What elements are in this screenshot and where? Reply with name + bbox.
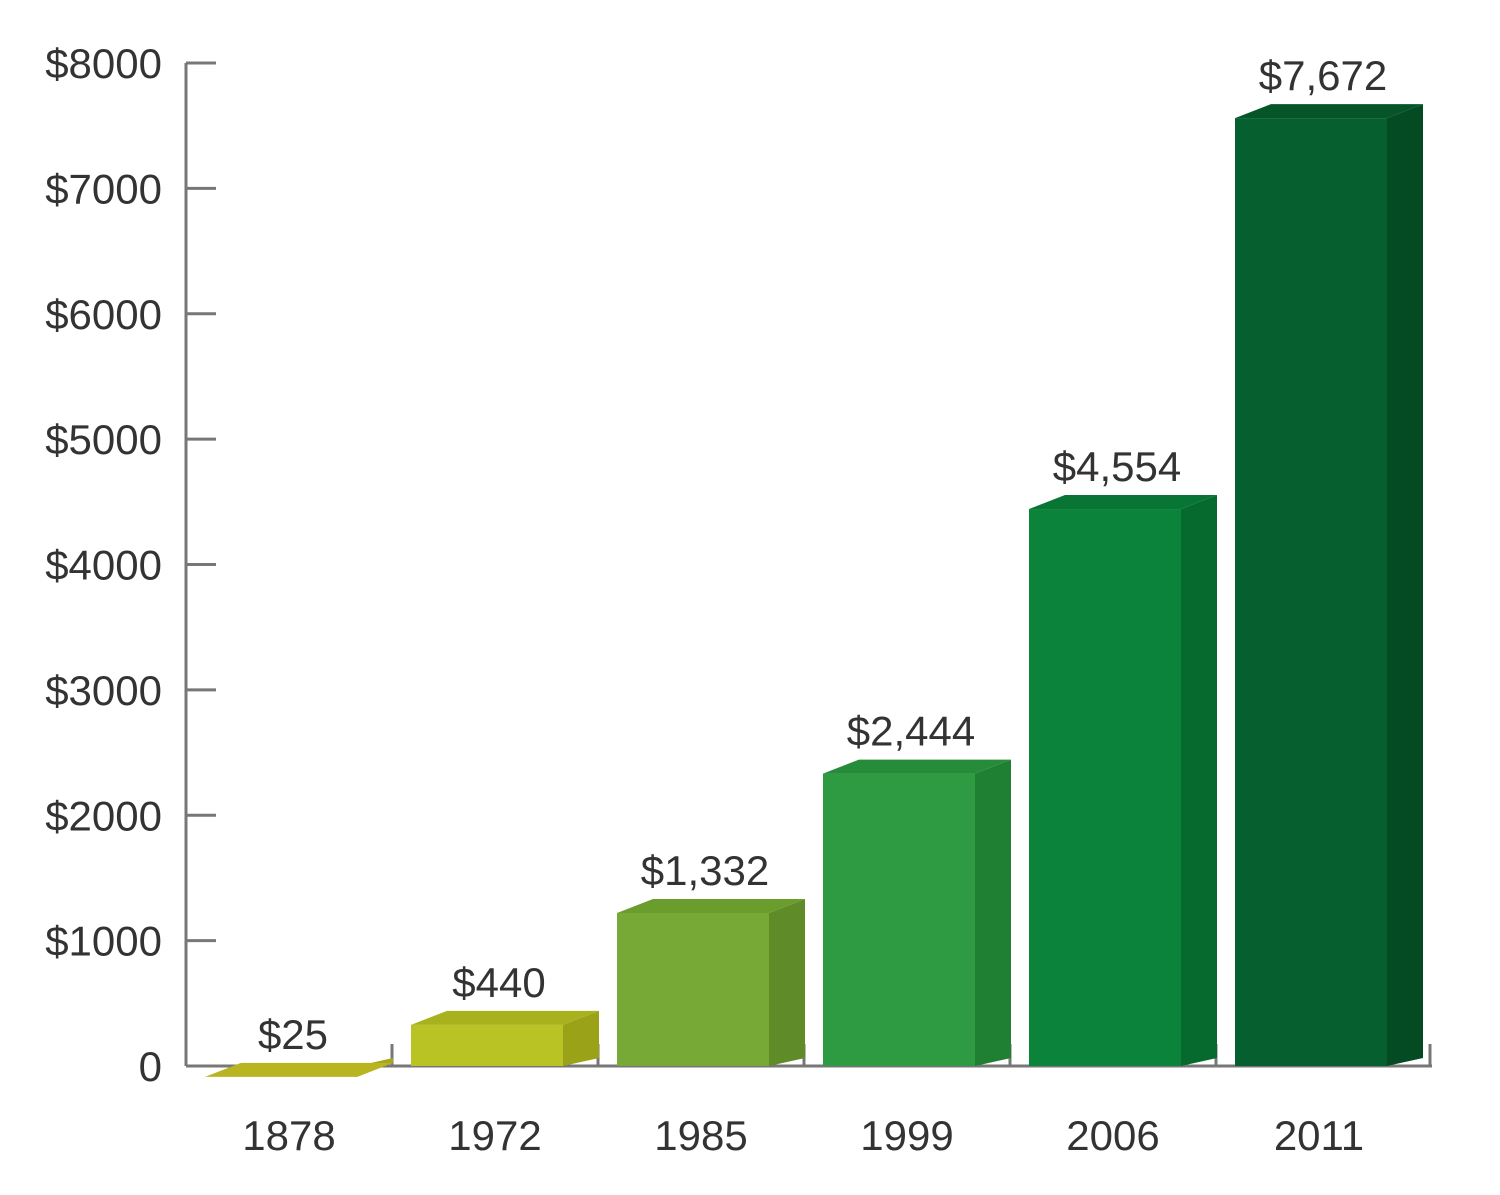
bar-side bbox=[975, 759, 1011, 1066]
bar-front bbox=[617, 913, 769, 1066]
y-tick-label: $8000 bbox=[45, 40, 162, 87]
bar-front bbox=[1235, 118, 1387, 1067]
bar-front bbox=[1029, 509, 1181, 1066]
y-tick-label: $7000 bbox=[45, 165, 162, 212]
data-label: $4,554 bbox=[1053, 443, 1181, 490]
labels: 0 $1000 $2000 $3000 $4000 $5000 $6000 $7000 $800… bbox=[45, 40, 1387, 1159]
bar-1999 bbox=[823, 759, 1011, 1066]
bar-side bbox=[1181, 495, 1217, 1066]
x-tick-label: 2006 bbox=[1066, 1112, 1159, 1159]
bar-2006 bbox=[1029, 495, 1217, 1066]
x-tick-label: 2011 bbox=[1274, 1112, 1364, 1159]
bar-top bbox=[1029, 495, 1217, 510]
y-tick-label: $4000 bbox=[45, 542, 162, 589]
bar-front bbox=[411, 1024, 563, 1066]
y-tick-label: $6000 bbox=[45, 291, 162, 338]
bar-2011 bbox=[1235, 104, 1423, 1067]
bar-top bbox=[1235, 104, 1423, 119]
data-label: $7,672 bbox=[1259, 52, 1387, 99]
x-tick-label: 1972 bbox=[448, 1112, 541, 1159]
bar-top bbox=[411, 1010, 599, 1025]
bars bbox=[205, 104, 1423, 1077]
bar-side bbox=[563, 1010, 599, 1066]
bar-front bbox=[823, 773, 975, 1066]
bar-side bbox=[769, 899, 805, 1066]
bar-1878 bbox=[205, 1058, 393, 1077]
y-tick-label: $1000 bbox=[45, 918, 162, 965]
bar-1972 bbox=[411, 1010, 599, 1066]
bar-1985 bbox=[617, 899, 805, 1066]
data-label: $440 bbox=[452, 959, 545, 1006]
x-tick-label: 1878 bbox=[242, 1112, 335, 1159]
y-tick-label: $5000 bbox=[45, 416, 162, 463]
bar-side bbox=[1387, 104, 1423, 1067]
y-tick-label: $2000 bbox=[45, 792, 162, 839]
x-tick-label: 1985 bbox=[654, 1112, 747, 1159]
data-label: $2,444 bbox=[847, 708, 975, 755]
data-label: $25 bbox=[258, 1011, 328, 1058]
x-tick-label: 1999 bbox=[860, 1112, 953, 1159]
y-tick-label: 0 bbox=[139, 1043, 162, 1090]
bar-top bbox=[205, 1062, 393, 1077]
bar-top bbox=[823, 759, 1011, 774]
bar-top bbox=[617, 899, 805, 914]
y-tick-label: $3000 bbox=[45, 667, 162, 714]
data-label: $1,332 bbox=[641, 847, 769, 894]
